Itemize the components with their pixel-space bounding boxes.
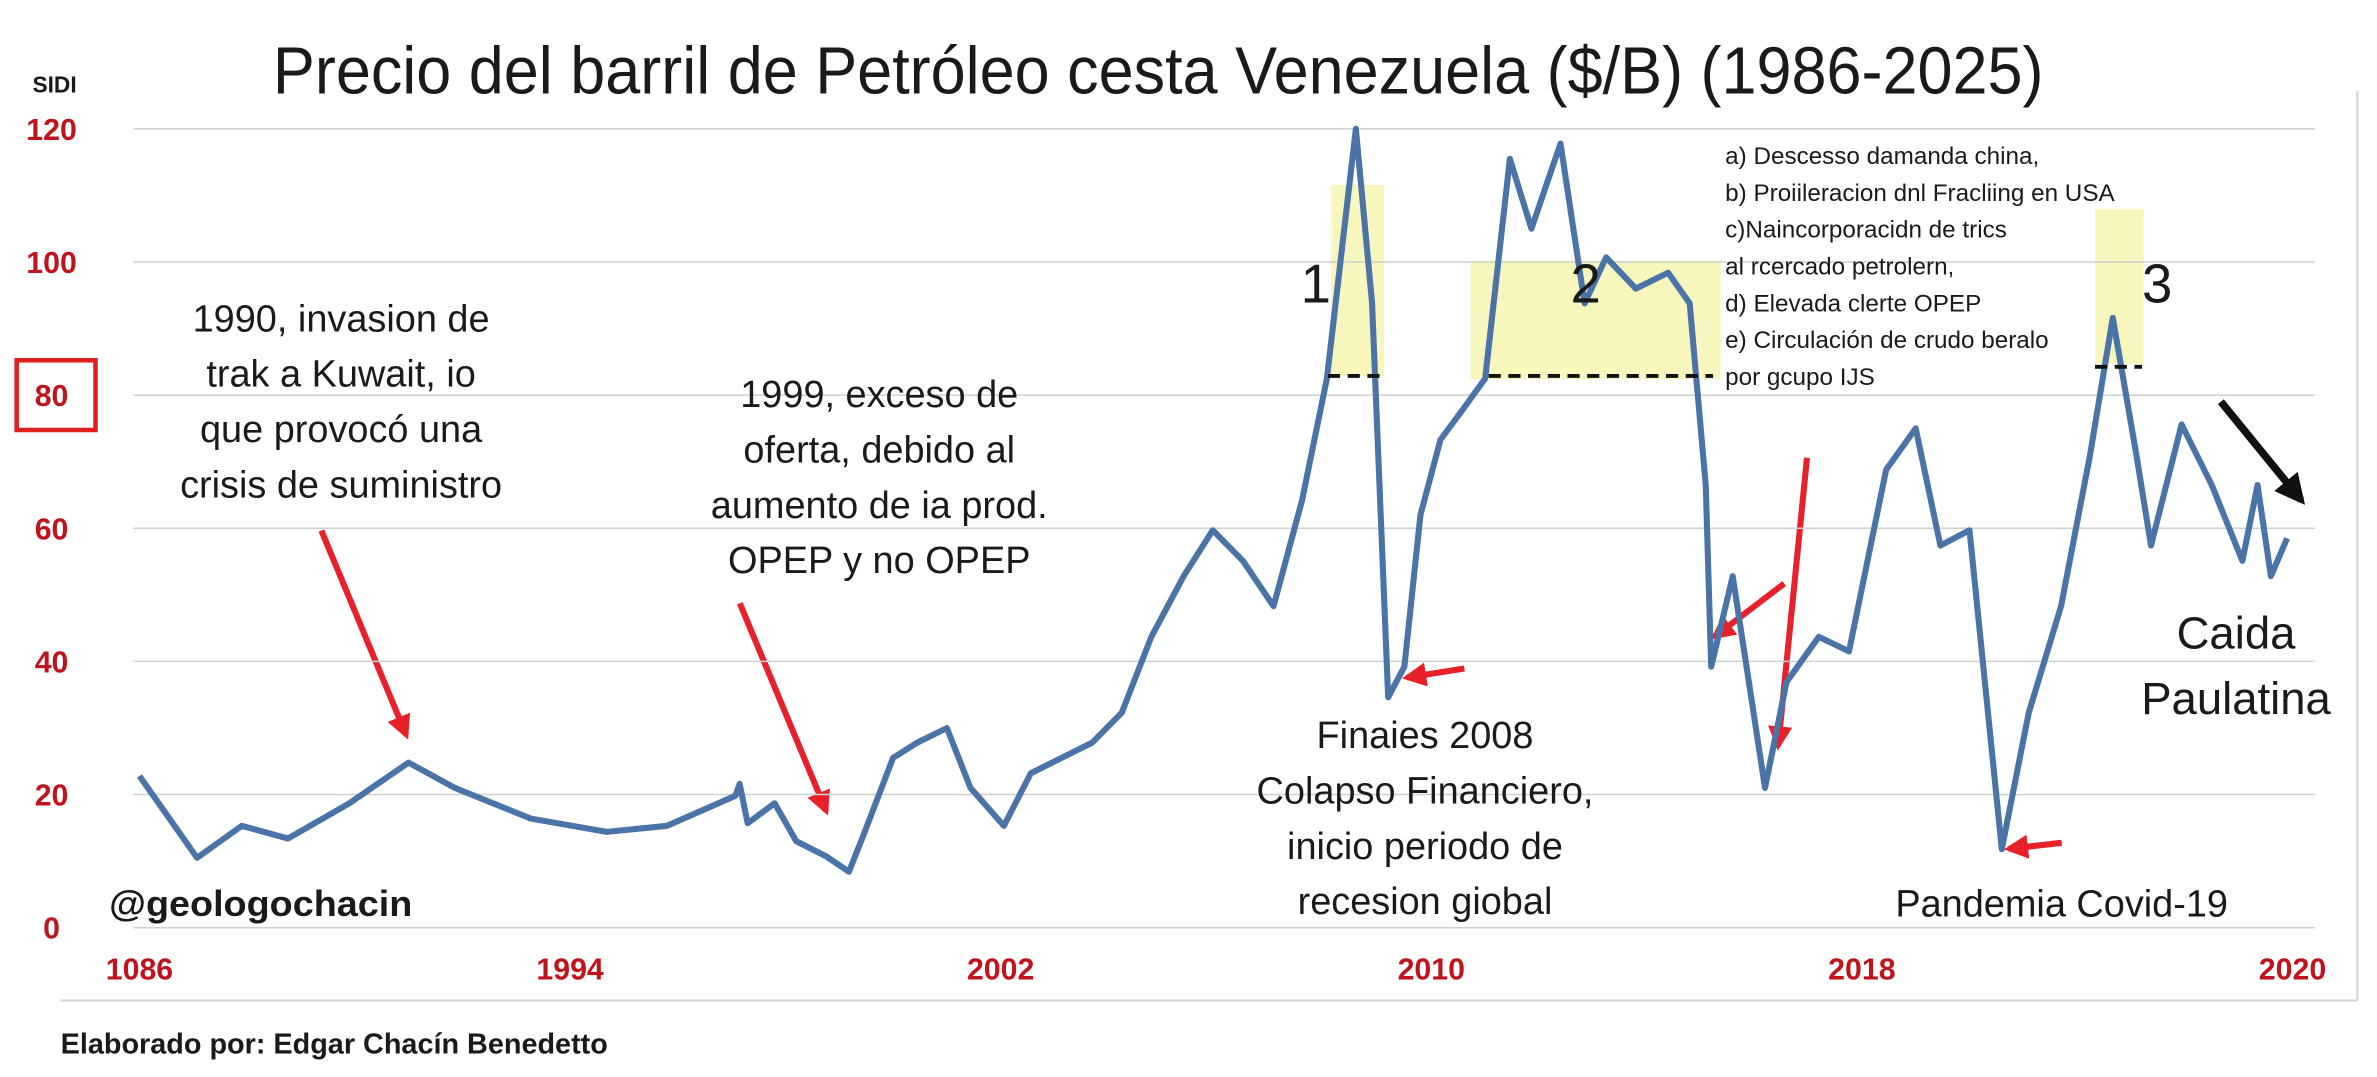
annotation: trak a Kuwait, io	[206, 354, 475, 396]
y-tick-label: 100	[26, 247, 77, 280]
arrow	[2003, 834, 2063, 859]
arrow	[1402, 662, 1465, 687]
annotation: Colapso Financiero,	[1257, 771, 1594, 813]
y-tick-label: 20	[35, 780, 69, 813]
period-marker: 3	[2142, 253, 2172, 314]
price-line	[136, 125, 2290, 875]
arrow	[318, 529, 411, 740]
annotation: 1990, invasion de	[193, 298, 490, 340]
y-tick-label: 0	[43, 913, 60, 946]
x-tick-label: 1994	[536, 954, 604, 987]
annotation: OPEP y no OPEP	[728, 540, 1030, 582]
annotation: crisis de suministro	[180, 464, 502, 506]
y-tick-label: 40	[35, 646, 69, 679]
annotation: recesion giobal	[1298, 881, 1553, 923]
y-axis-label: SIDI	[32, 71, 76, 97]
x-tick-label: 2010	[1398, 954, 1465, 987]
annotation: Caida	[2177, 608, 2297, 659]
annotation: 1999, exceso de	[740, 374, 1018, 416]
annotation: Pandemia Covid-19	[1895, 883, 2228, 925]
annotation: aumento de ia prod.	[711, 485, 1048, 527]
x-tick-label: 2002	[967, 954, 1034, 987]
annotation: d) Elevada clerte OPEP	[1725, 290, 1981, 317]
annotation: a) Descesso damanda china,	[1725, 143, 2039, 170]
watermark: @geologochacin	[109, 883, 412, 924]
tick-highlight	[14, 357, 98, 433]
annotation: e) Circulación de crudo beralo	[1725, 327, 2049, 354]
annotation: Paulatina	[2141, 673, 2331, 724]
annotation: c)Naincorporacidn de trics	[1725, 217, 2007, 244]
arrow	[736, 602, 830, 816]
chart-title: Precio del barril de Petróleo cesta Vene…	[273, 34, 2044, 108]
annotation: por gcupo IJS	[1725, 364, 1875, 391]
period-marker: 1	[1301, 253, 1331, 314]
annotation: b) Proiileracion dnl Fracliing en USA	[1725, 180, 2115, 207]
period-marker: 2	[1570, 253, 1600, 314]
annotation: al rcercado petrolern,	[1725, 254, 1954, 281]
footer: Elaborado por: Edgar Chacín Benedetto	[61, 1029, 608, 1061]
x-tick-label: 1086	[106, 954, 173, 987]
x-tick-label: 2020	[2259, 954, 2326, 987]
y-tick-label: 120	[26, 114, 77, 147]
y-tick-label: 80	[35, 380, 69, 413]
arrow	[2217, 399, 2306, 505]
annotation: oferta, debido al	[743, 429, 1015, 471]
arrow	[1710, 581, 1787, 640]
annotation: inicio periodo de	[1287, 826, 1563, 868]
annotation: que provocó una	[200, 409, 483, 451]
y-tick-label: 60	[35, 513, 69, 546]
x-tick-label: 2018	[1828, 954, 1895, 987]
annotation: Finaies 2008	[1317, 715, 1534, 757]
